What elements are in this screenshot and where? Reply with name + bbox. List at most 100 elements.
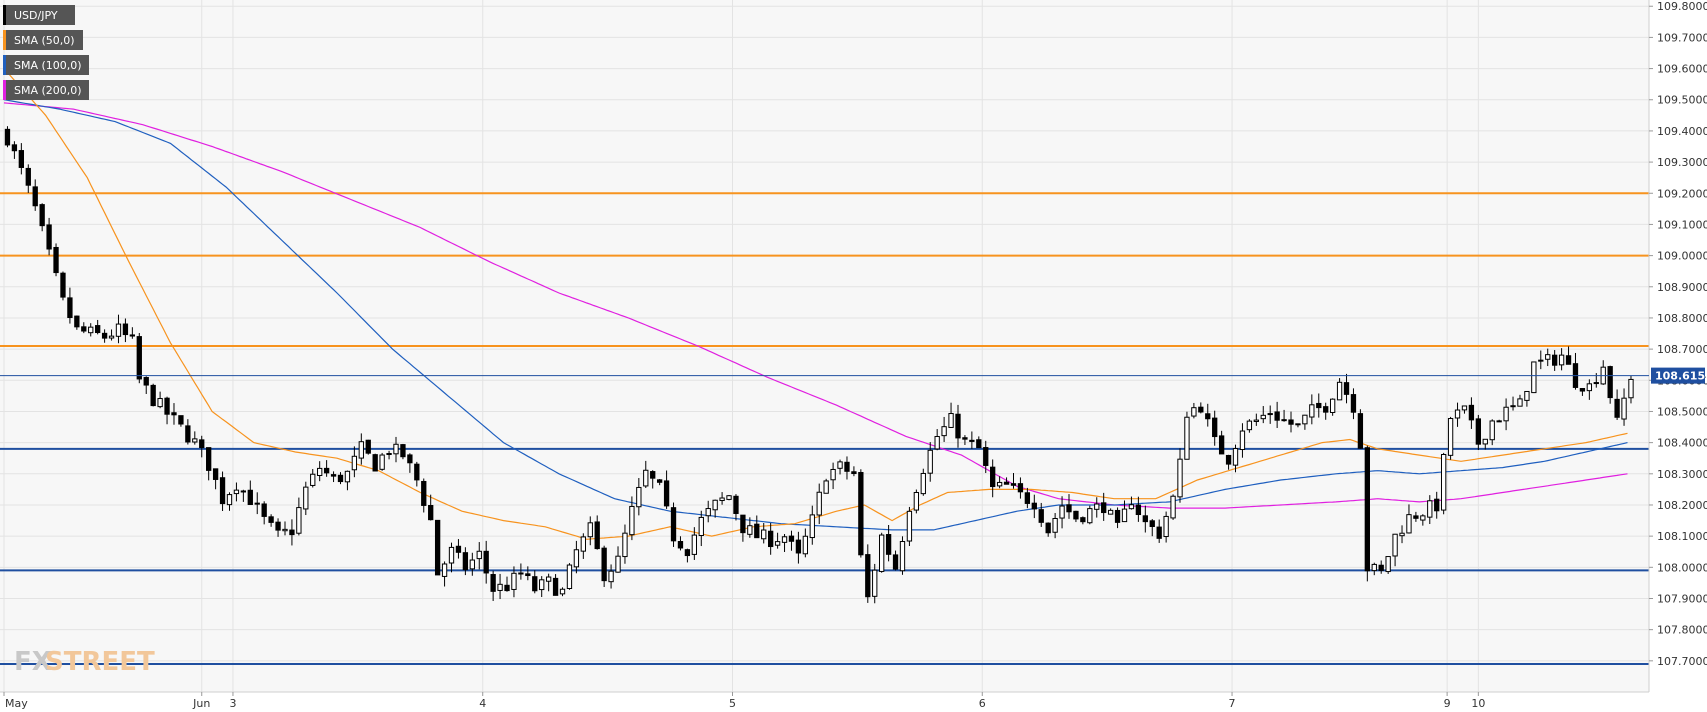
candle <box>275 518 281 537</box>
candle <box>913 489 920 514</box>
candle-body <box>1232 448 1239 466</box>
candle-body <box>1621 397 1627 420</box>
candle-body <box>351 455 358 471</box>
price-tick-label: 108.1000 <box>1657 530 1707 543</box>
candle <box>1503 398 1509 431</box>
candle <box>545 573 552 592</box>
price-tick-label: 108.0000 <box>1657 561 1707 574</box>
candle <box>199 435 205 458</box>
candle <box>441 561 448 587</box>
candle <box>1295 423 1301 428</box>
price-axis-background <box>1649 0 1707 712</box>
candle-body <box>1510 405 1516 408</box>
candle-body <box>178 415 184 425</box>
candle-body <box>816 491 822 516</box>
candle <box>740 514 746 542</box>
candle-body <box>337 474 344 483</box>
candle-body <box>927 449 933 474</box>
candle <box>351 446 358 478</box>
candle <box>1427 495 1433 525</box>
candle-body <box>1114 509 1121 523</box>
candle <box>1225 454 1232 470</box>
candle <box>1385 556 1391 574</box>
candle <box>1545 348 1551 367</box>
candle-body <box>726 495 732 500</box>
candle <box>518 563 524 580</box>
candle-body <box>851 471 857 475</box>
candle <box>448 542 455 573</box>
candle-body <box>594 521 600 550</box>
candle <box>892 550 899 571</box>
candle-body <box>386 453 392 456</box>
candle-body <box>781 536 788 543</box>
candle <box>1142 505 1148 533</box>
candle <box>1253 413 1259 426</box>
candle <box>885 524 892 562</box>
candle-body <box>122 323 129 336</box>
time-tick-label: May <box>5 697 28 710</box>
candle <box>476 542 482 570</box>
candle-body <box>1336 381 1343 401</box>
candle <box>323 460 330 477</box>
candle <box>1218 430 1225 455</box>
candle <box>1260 406 1266 424</box>
candle-body <box>1191 407 1197 417</box>
legend-item: USD/JPY <box>3 5 75 25</box>
candle <box>344 470 351 491</box>
candle <box>1149 519 1155 537</box>
price-tick-label: 109.5000 <box>1657 94 1707 107</box>
candle <box>788 530 795 551</box>
candle-body <box>913 492 920 511</box>
candle <box>823 478 829 494</box>
candle-body <box>990 466 996 488</box>
candle <box>629 496 635 541</box>
candle-body <box>143 377 149 386</box>
candle <box>906 506 913 547</box>
candle-body <box>344 470 351 483</box>
candle-body <box>407 454 413 464</box>
candle-body <box>976 439 982 449</box>
candle-body <box>1489 420 1495 441</box>
candle <box>684 548 691 563</box>
candle <box>1073 510 1079 523</box>
candle-body <box>559 588 566 595</box>
candle-body <box>504 584 510 592</box>
candle-body <box>844 461 850 472</box>
candle-body <box>809 514 815 539</box>
legend-box <box>3 30 83 50</box>
candle <box>95 319 101 335</box>
candle-body <box>1225 454 1232 465</box>
candle-body <box>1350 394 1357 413</box>
candle <box>1468 397 1475 429</box>
candle-body <box>455 545 462 553</box>
candle-body <box>941 426 947 437</box>
candle <box>469 552 475 576</box>
candle <box>115 314 122 344</box>
candle <box>164 396 170 425</box>
candle-body <box>115 323 122 337</box>
candle-body <box>32 186 38 207</box>
logo-street-text: STREET <box>45 647 155 677</box>
candle <box>726 494 732 501</box>
candle <box>60 271 66 301</box>
candle <box>712 499 718 518</box>
candle-body <box>1003 481 1010 485</box>
candle <box>1059 496 1065 529</box>
logo-fx-text: FX <box>14 647 52 677</box>
price-tick-label: 109.3000 <box>1657 156 1707 169</box>
candle <box>1288 411 1294 433</box>
candle <box>1239 423 1246 458</box>
candle-body <box>247 489 253 505</box>
candle-body <box>636 486 642 508</box>
time-tick-label: 9 <box>1444 697 1451 710</box>
candle <box>1461 405 1468 414</box>
candle <box>663 470 670 509</box>
legend-label: USD/JPY <box>14 9 58 22</box>
legend-swatch <box>3 30 6 50</box>
candle-body <box>566 564 573 589</box>
candle-body <box>1218 435 1225 455</box>
candle <box>996 476 1003 489</box>
candle <box>594 515 600 550</box>
candle <box>768 522 774 555</box>
